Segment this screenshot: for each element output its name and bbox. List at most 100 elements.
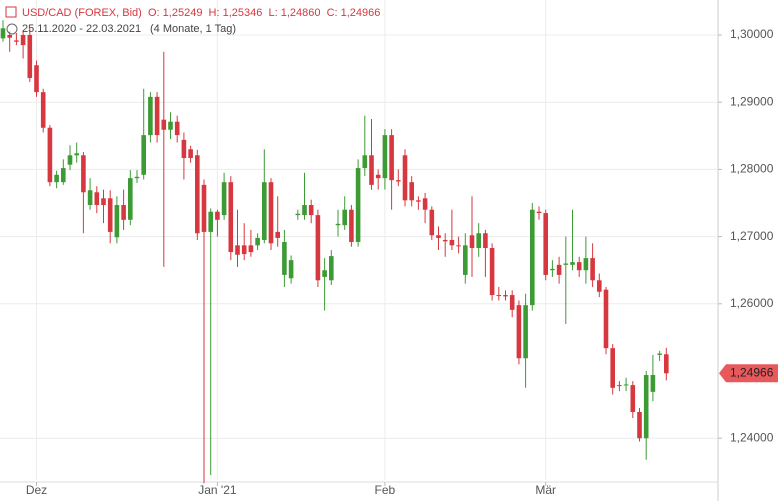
last-price-label: 1,24966 <box>730 365 774 379</box>
y-tick-label: 1,29000 <box>730 94 774 108</box>
candle-body <box>174 121 180 136</box>
instrument-icon <box>5 6 17 18</box>
candle-body <box>650 375 656 392</box>
candle-body <box>610 348 615 388</box>
candle-body <box>34 65 39 93</box>
candle-body <box>255 237 260 246</box>
candle-body <box>556 264 562 275</box>
candle-body <box>375 174 381 179</box>
clock-icon <box>6 23 18 35</box>
candle-body <box>40 92 46 128</box>
candle-body <box>87 190 93 206</box>
candle-body <box>148 96 153 136</box>
candle-body <box>409 182 414 201</box>
candle-body <box>322 270 327 277</box>
candle-body <box>235 245 240 255</box>
candle-body <box>168 121 173 130</box>
header-duration: (4 Monate, 1 Tag) <box>150 23 236 35</box>
plot-area <box>0 0 718 484</box>
candle-body <box>503 295 508 297</box>
candle-body <box>268 182 274 244</box>
candle-body <box>161 119 167 130</box>
candle-body <box>27 35 33 79</box>
candle-body <box>275 231 280 238</box>
candle-body <box>195 155 200 234</box>
y-tick-label: 1,24000 <box>730 430 774 444</box>
candle-body <box>20 35 26 46</box>
candle-body <box>630 385 636 412</box>
candle-body <box>523 305 528 359</box>
candle-body <box>349 209 354 242</box>
candle-body <box>516 305 522 359</box>
candle-body <box>449 239 455 246</box>
candle-body <box>436 235 441 238</box>
candle-body <box>308 205 314 216</box>
y-tick-label: 1,26000 <box>730 296 774 310</box>
candle-body <box>107 198 113 232</box>
header-range: 25.11.2020 - 22.03.2021 <box>22 23 141 35</box>
candle-body <box>201 184 207 232</box>
candle-body <box>228 182 234 253</box>
candle-body <box>181 139 187 158</box>
candle-body <box>456 245 461 247</box>
y-tick-label: 1,28000 <box>730 162 774 176</box>
candle-body <box>335 223 341 226</box>
candle-body <box>208 211 213 232</box>
header-ohlc: O: 1,25249 H: 1,25346 L: 1,24860 C: 1,24… <box>148 7 380 19</box>
candle-body <box>483 233 488 249</box>
candle-body <box>128 178 133 220</box>
candle-body <box>429 209 435 236</box>
candle-body <box>396 180 401 182</box>
candle-body <box>637 411 642 439</box>
candle-body <box>530 209 535 306</box>
candle-body <box>134 176 140 179</box>
candle-body <box>469 235 475 249</box>
x-tick-label: Feb <box>375 483 396 497</box>
candle-body <box>382 135 388 179</box>
candle-body <box>509 295 515 310</box>
candle-body <box>576 262 582 271</box>
y-tick-label: 1,27000 <box>730 229 774 243</box>
candle-body <box>536 211 542 214</box>
candle-body <box>657 353 662 355</box>
candle-body <box>248 245 254 253</box>
candle-body <box>154 96 160 136</box>
candle-body <box>543 213 548 275</box>
candle-body <box>355 168 361 242</box>
candle-body <box>643 375 649 439</box>
candle-body <box>329 256 334 281</box>
candle-body <box>590 258 595 281</box>
candle-body <box>288 260 294 279</box>
candle-body <box>583 258 589 271</box>
candle-body <box>188 149 193 158</box>
candle-body <box>422 198 428 210</box>
candle-body <box>389 135 394 181</box>
candle-body <box>81 155 86 193</box>
candle-body <box>315 215 321 281</box>
candle-body <box>61 168 66 183</box>
candle-body <box>476 233 481 249</box>
candle-body <box>563 263 569 265</box>
candle-body <box>7 35 12 38</box>
candle-body <box>241 245 247 255</box>
candle-body <box>295 213 301 216</box>
candle-body <box>369 155 374 185</box>
candle-body <box>664 354 669 374</box>
candle-body <box>550 268 555 271</box>
candle-body <box>496 295 502 297</box>
candle-body <box>54 174 59 183</box>
candle-body <box>47 127 53 183</box>
candle-body <box>121 205 126 220</box>
x-tick-label: Mär <box>535 483 556 497</box>
candle-body <box>617 385 622 387</box>
candle-body <box>94 192 100 206</box>
candle-body <box>114 205 120 238</box>
candle-body <box>342 209 347 226</box>
candle-body <box>623 384 629 386</box>
candle-body <box>570 262 575 265</box>
candle-body <box>402 155 408 201</box>
candle-body <box>14 40 19 42</box>
candle-body <box>603 289 609 349</box>
y-tick-label: 1,30000 <box>730 27 774 41</box>
